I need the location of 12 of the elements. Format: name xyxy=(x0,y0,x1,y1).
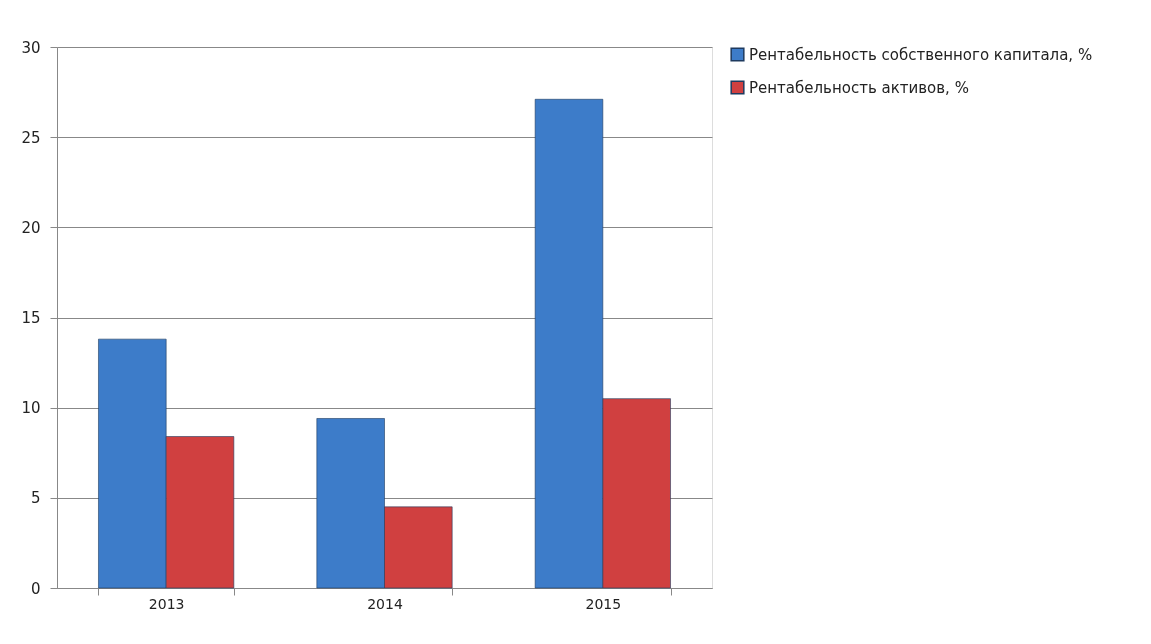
y-tick-label: 15 xyxy=(21,309,41,327)
y-tick-label: 5 xyxy=(30,489,41,508)
y-tick-label: 0 xyxy=(30,579,41,598)
y-tick-label: 30 xyxy=(21,38,41,57)
y-tick-label: 10 xyxy=(21,399,41,418)
legend-label: Рентабельность активов, % xyxy=(749,78,969,97)
x-tick-label: 2013 xyxy=(148,595,185,612)
legend-label: Рентабельность собственного капитала, % xyxy=(749,45,1093,64)
y-tick-label: 25 xyxy=(21,128,41,147)
x-tick-label: 2015 xyxy=(585,595,622,612)
y-tick-label: 20 xyxy=(21,218,41,237)
x-tick-label: 2014 xyxy=(367,595,403,612)
